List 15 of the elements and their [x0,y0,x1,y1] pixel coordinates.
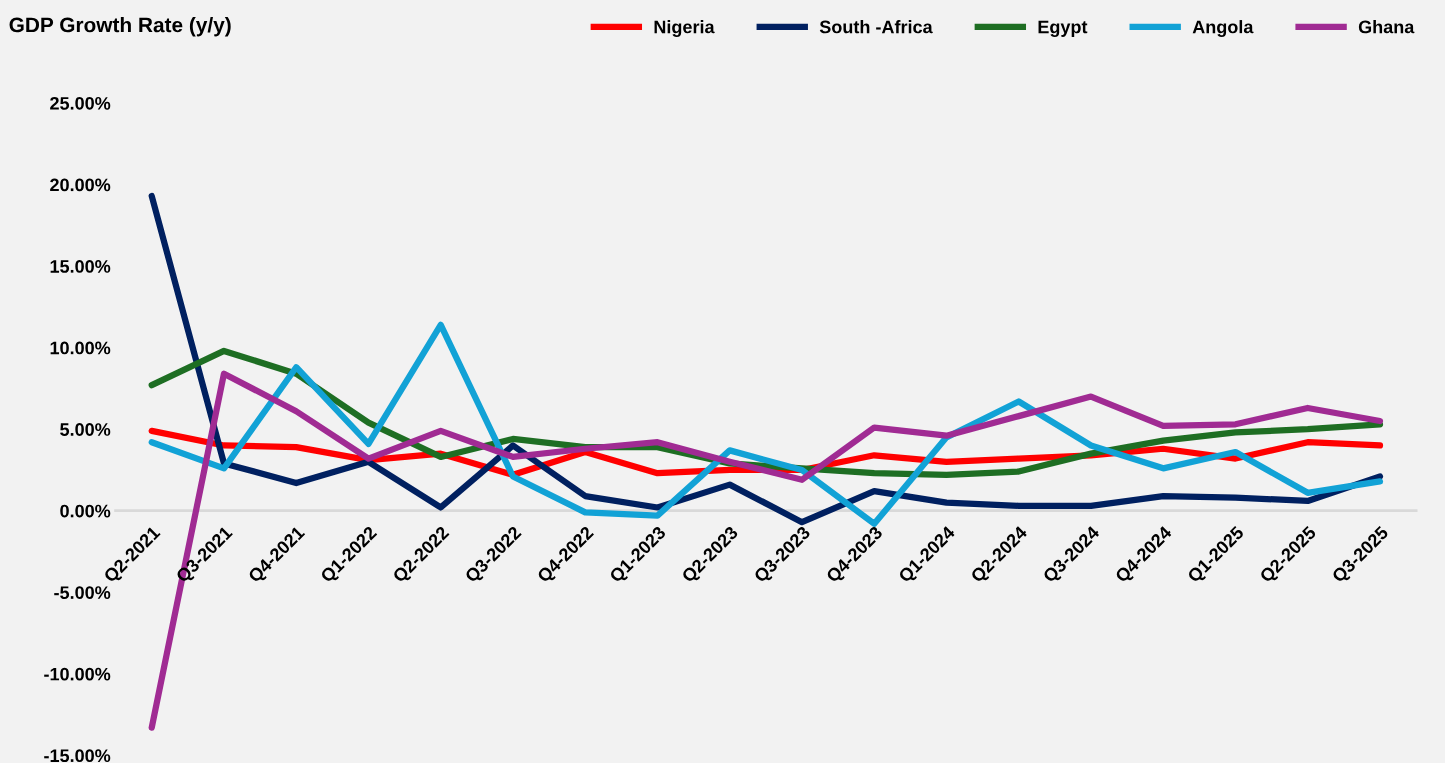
y-tick-label: -10.00% [44,667,111,681]
y-tick-label: 20.00% [50,178,111,192]
legend-label: Ghana [1358,20,1415,34]
chart-title: GDP Growth Rate (y/y) [9,16,231,37]
legend-label: Egypt [1038,20,1088,37]
y-tick-label: 25.00% [50,96,111,110]
legend-label: Nigeria [654,20,715,37]
y-tick-label: 15.00% [50,260,111,273]
y-tick-label: 0.00% [60,504,111,518]
y-tick-label: 10.00% [50,341,111,355]
y-tick-label: -15.00% [44,749,111,763]
y-tick-label: -5.00% [54,586,111,599]
legend-label: Angola [1192,20,1254,37]
y-tick-label: 5.00% [60,423,111,436]
legend-label: South -Africa [819,20,933,34]
